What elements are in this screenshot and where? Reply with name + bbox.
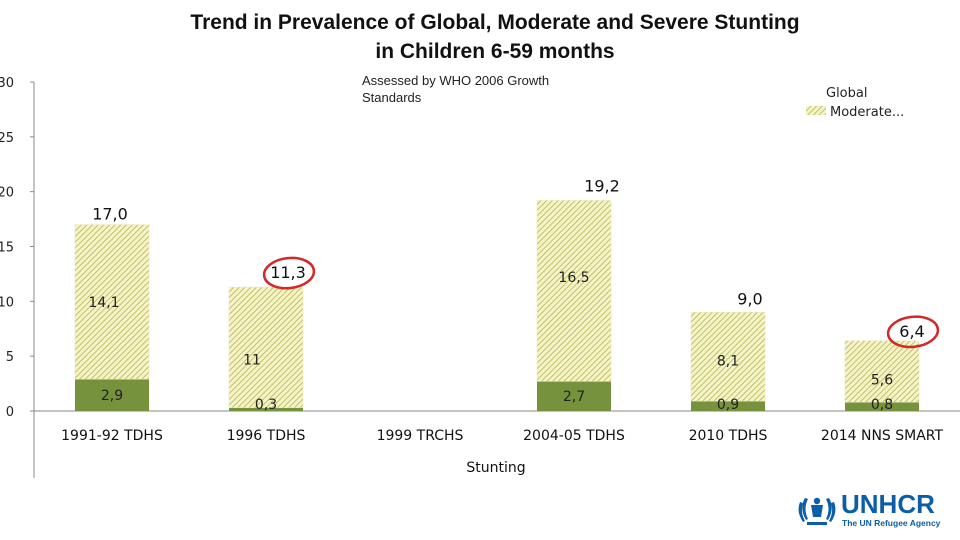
chart-subtitle: Assessed by WHO 2006 Growth Standards (362, 73, 550, 105)
moderate-value-label: 5,6 (871, 373, 893, 389)
bar-severe (691, 401, 765, 411)
severe-value-label: 2,7 (563, 389, 585, 405)
chart-title: Trend in Prevalence of Global, Moderate … (0, 8, 960, 66)
bar-moderate (228, 286, 304, 408)
x-tick-label: 2014 NNS SMART (821, 428, 944, 444)
legend-label-moderate: Moderate... (830, 105, 904, 120)
x-tick-label: 1991-92 TDHS (61, 428, 163, 444)
bar-moderate (690, 312, 766, 402)
y-tick-label: 5 (6, 350, 14, 365)
moderate-value-label: 11 (243, 352, 261, 368)
bar-moderate (74, 224, 150, 380)
logo-name: UNHCR (841, 489, 935, 519)
global-value-label: 11,3 (270, 263, 306, 282)
highlight-circle (262, 256, 316, 290)
bar-severe (75, 379, 149, 411)
bar-moderate (844, 340, 920, 403)
bar-severe (229, 407, 303, 411)
unhcr-emblem-icon (798, 497, 836, 525)
moderate-value-label: 16,5 (558, 270, 589, 286)
bar-severe (537, 381, 611, 411)
bar-moderate (536, 200, 612, 382)
stunting-chart: 0 5 10 15 20 25 30 1991-92 TDHS 1996 TDHS 1999 TR… (0, 76, 960, 478)
y-tick-label: 10 (0, 295, 14, 310)
y-tick-label: 20 (0, 186, 14, 201)
x-tick-label: 2004-05 TDHS (523, 428, 625, 444)
global-value-label: 6,4 (899, 322, 924, 341)
chart-title-line2: in Children 6-59 months (375, 40, 615, 63)
highlight-circle (886, 315, 940, 349)
bar-severe (845, 402, 919, 411)
moderate-value-label: 8,1 (717, 354, 739, 370)
severe-value-label: 0,8 (871, 397, 893, 413)
chart-title-line1: Trend in Prevalence of Global, Moderate … (190, 11, 800, 34)
severe-value-label: 0,9 (717, 397, 739, 413)
moderate-value-label: 14,1 (88, 295, 119, 311)
unhcr-logo: UNHCR The UN Refugee Agency (795, 490, 955, 530)
y-tick-label: 0 (6, 405, 14, 420)
x-tick-label: 1999 TRCHS (377, 428, 464, 444)
severe-value-label: 0,3 (255, 397, 277, 413)
legend-swatch-moderate (806, 106, 826, 115)
y-tick-label: 30 (0, 76, 14, 91)
y-tick-label: 15 (0, 241, 14, 256)
severe-value-label: 2,9 (101, 388, 123, 404)
y-tick-label: 25 (0, 131, 14, 146)
global-value-label: 9,0 (737, 289, 762, 308)
legend-label-global: Global (826, 86, 867, 101)
global-value-label: 19,2 (584, 176, 620, 195)
x-tick-label: 1996 TDHS (227, 428, 306, 444)
logo-tagline: The UN Refugee Agency (842, 518, 941, 528)
global-value-label: 17,0 (92, 205, 128, 224)
x-axis-title: Stunting (466, 460, 525, 476)
x-tick-label: 2010 TDHS (689, 428, 768, 444)
